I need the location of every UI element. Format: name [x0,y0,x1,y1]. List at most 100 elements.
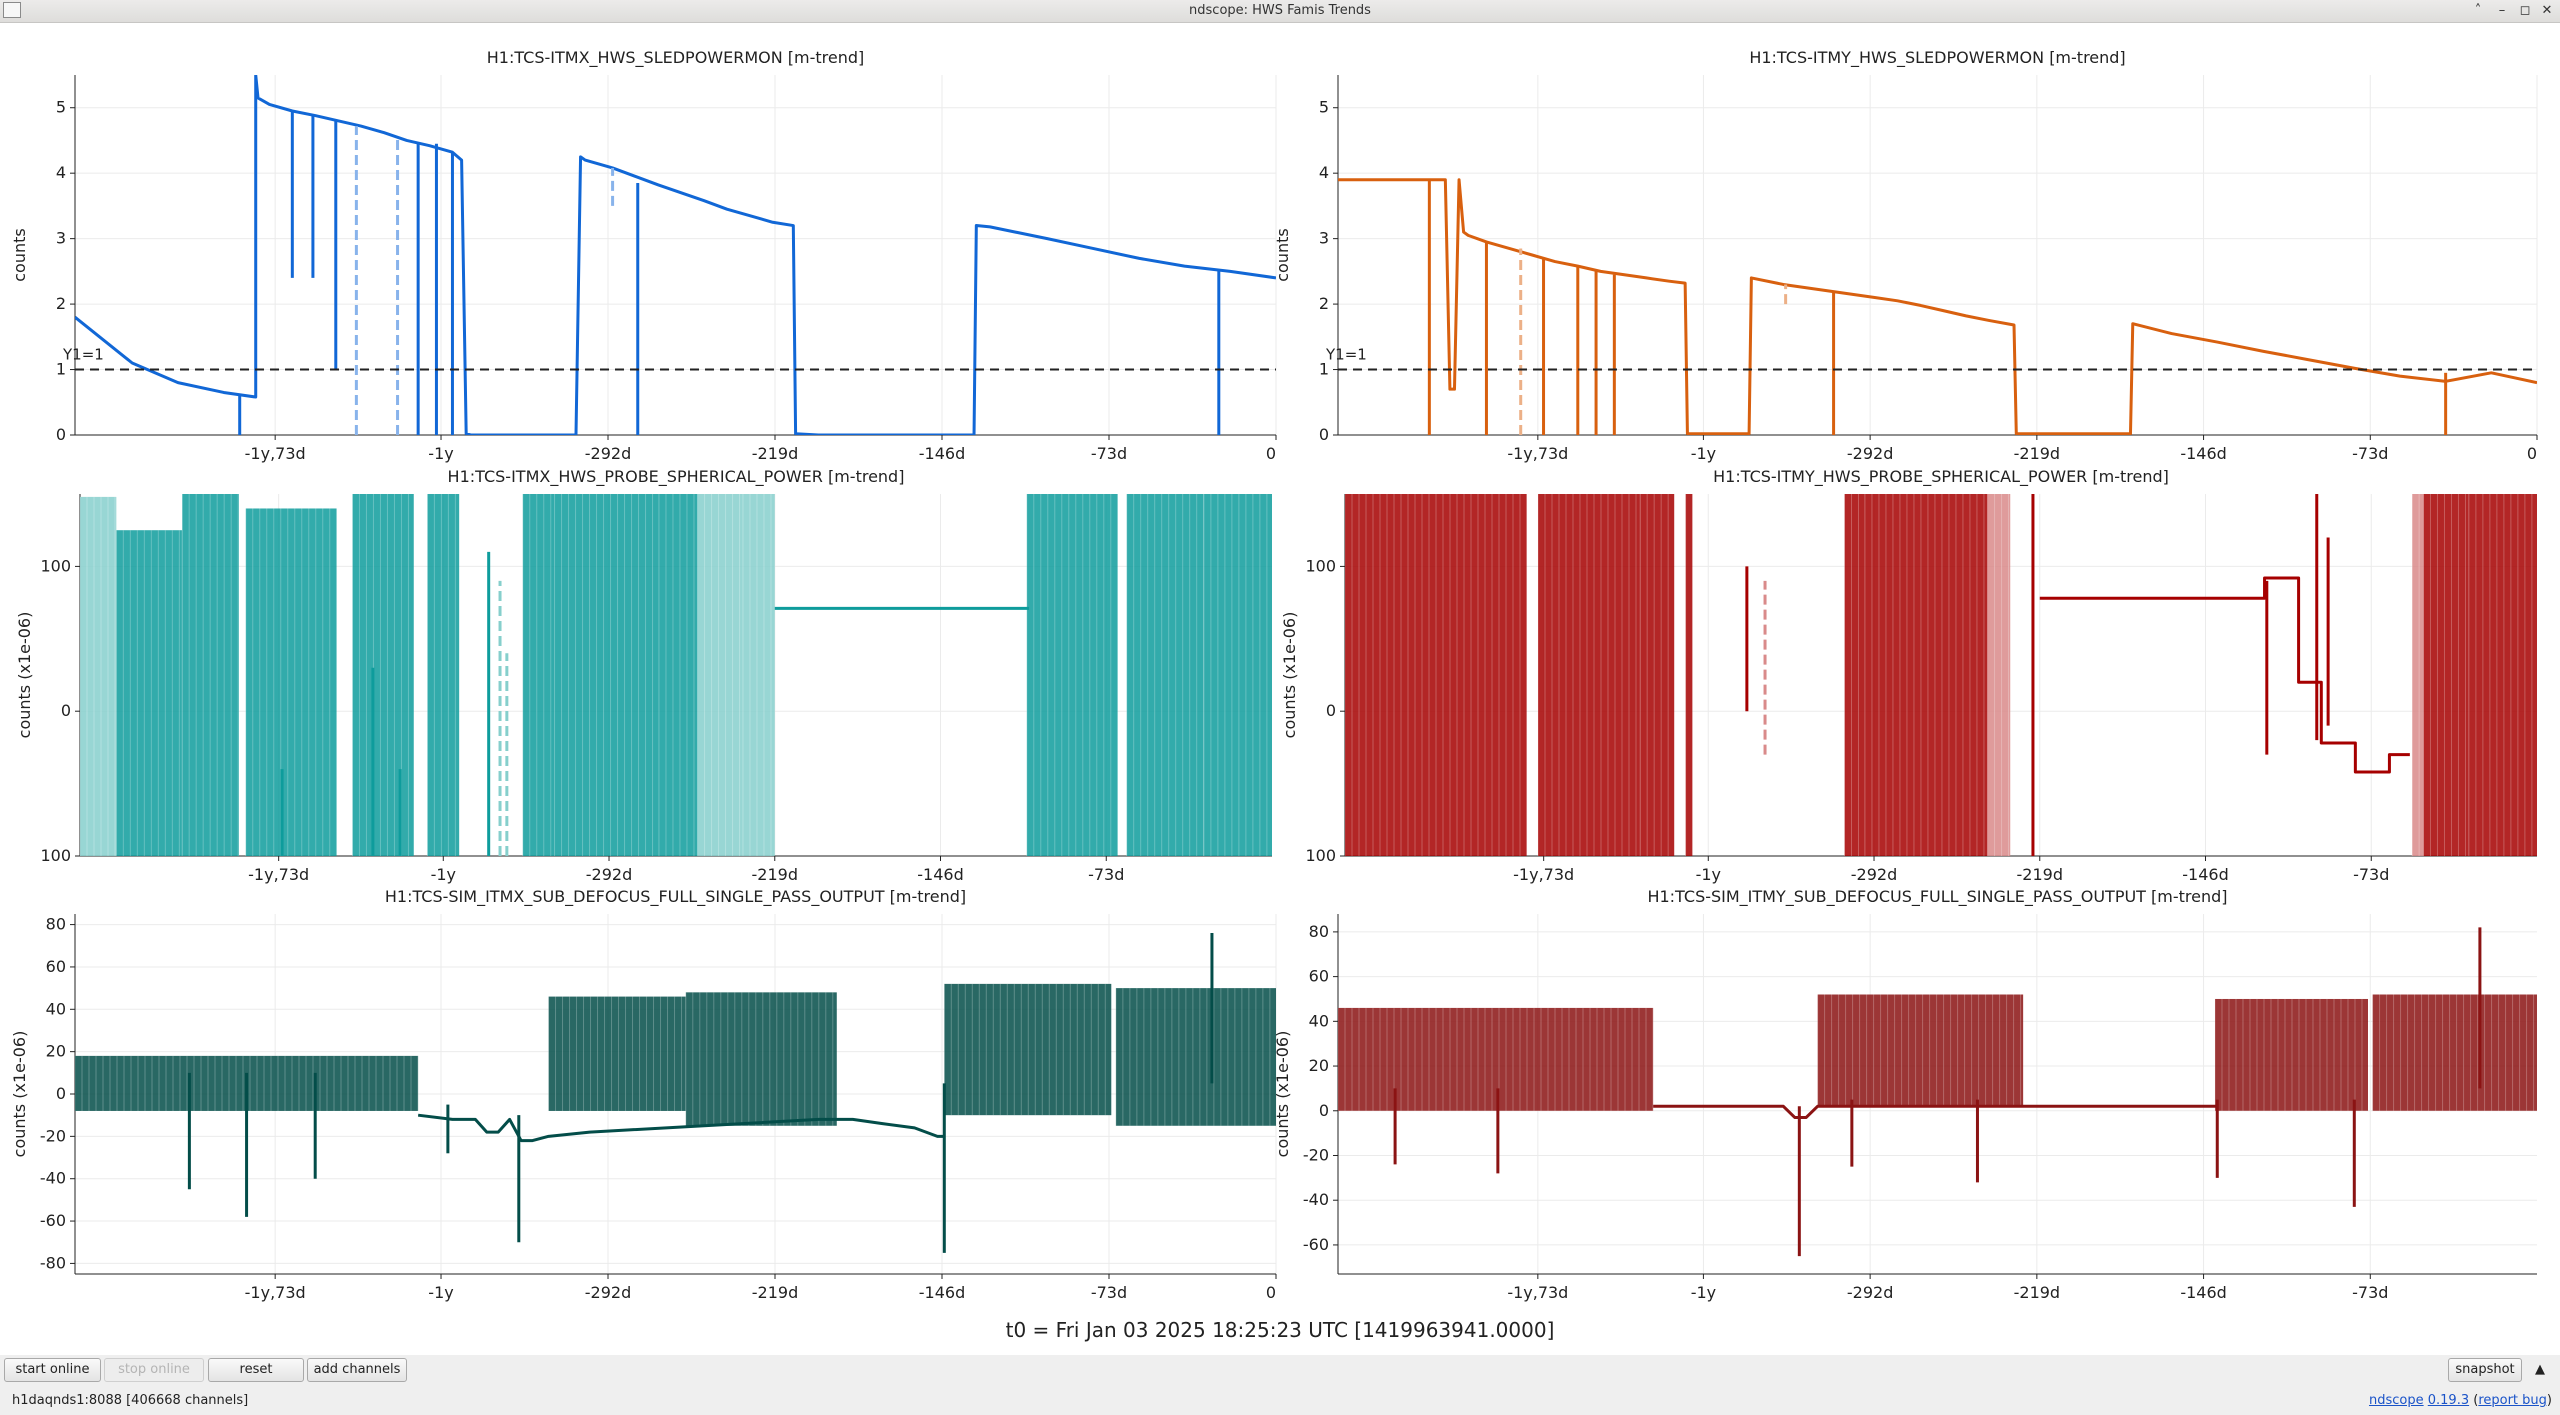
series-line [1653,1104,2218,1119]
data-band [1203,494,1272,856]
y-tick-label: 2 [1319,294,1329,313]
paren-close: ) [2546,1393,2552,1408]
y-tick-label: 1 [56,360,66,379]
y-tick-label: 0 [1326,701,1336,720]
close-icon[interactable]: ✕ [2541,3,2553,18]
x-tick-label: -219d [2014,1283,2060,1302]
y1-marker-label: Y1=1 [62,346,104,364]
data-band [2423,494,2469,856]
x-tick-label: -73d [2352,444,2388,463]
y-tick-label: -80 [40,1253,66,1272]
app-icon [3,2,21,18]
up-arrow-icon[interactable]: ˄ [2474,3,2482,18]
plot-data [1338,927,2537,1257]
y-axis-label: counts (x1e-06) [1273,1031,1292,1158]
plots-canvas[interactable]: H1:TCS-ITMX_HWS_SLEDPOWERMON [m-trend] co… [0,22,2560,1325]
data-band [742,494,775,856]
plot-panel-3: H1:TCS-ITMX_HWS_PROBE_SPHERICAL_POWER [m… [15,467,1272,884]
x-tick-label: -146d [917,865,963,884]
y-tick-label: -40 [1303,1190,1329,1209]
start-online-button[interactable]: start online [4,1358,101,1382]
data-band [1685,494,1693,856]
x-tick-label: -292d [1847,444,1893,463]
add-channels-button[interactable]: add channels [307,1358,407,1382]
data-band [1345,494,1527,856]
x-tick-label: -146d [919,1283,965,1302]
series-line [75,75,1276,435]
data-band [2372,994,2537,1111]
y-tick-label: 0 [61,701,71,720]
y-tick-label: 100 [1305,846,1336,865]
x-tick-label: -219d [752,865,798,884]
y-tick-label: -40 [40,1169,66,1188]
x-tick-label: -1y [428,444,453,463]
series-line [2039,576,2410,774]
chart-title: H1:TCS-ITMY_HWS_PROBE_SPHERICAL_POWER [m… [1713,467,2169,487]
status-bar: h1daqnds1:8088 [406668 channels] ndscope… [0,1387,2560,1415]
minimize-icon[interactable]: – [2498,3,2506,18]
plot-data [75,75,1276,435]
server-status: h1daqnds1:8088 [406668 channels] [12,1393,249,1408]
y-axis-label: counts (x1e-06) [15,612,34,739]
x-tick-label: -1y [431,865,456,884]
x-tick-label: -292d [585,1283,631,1302]
data-band [522,494,555,856]
x-tick-label: -1y,73d [248,865,309,884]
menu-arrow-icon[interactable]: ▲ [2535,1362,2545,1377]
series-line [417,1113,945,1143]
data-band [427,494,460,856]
x-tick-label: -146d [2180,444,2226,463]
data-band [554,494,659,856]
data-band [1126,494,1204,856]
y-axis-label: counts (x1e-06) [10,1031,29,1158]
x-tick-label: -292d [586,865,632,884]
plot-panel-4: H1:TCS-ITMY_HWS_PROBE_SPHERICAL_POWER [m… [1280,467,2537,884]
y-tick-label: 1 [1319,360,1329,379]
x-tick-label: -292d [1847,1283,1893,1302]
data-band [245,508,337,856]
x-tick-label: 0 [2527,444,2537,463]
data-band [685,992,837,1126]
app-name-link[interactable]: ndscope [2368,1393,2424,1408]
x-tick-label: -219d [2017,865,2063,884]
report-bug-link[interactable]: report bug [2478,1393,2547,1408]
data-band [2214,998,2368,1111]
stop-online-button[interactable]: stop online [104,1358,204,1382]
data-band [548,996,686,1111]
y-tick-label: -60 [1303,1235,1329,1254]
x-tick-label: 0 [1266,1283,1276,1302]
data-band [1817,994,2024,1107]
data-band [2412,494,2424,856]
y-tick-label: 40 [1309,1011,1329,1030]
y-tick-label: 60 [1309,967,1329,986]
version-area: ndscope 0.19.3 (report bug) [2369,1393,2552,1408]
y-tick-label: 80 [1309,922,1329,941]
snapshot-button[interactable]: snapshot [2448,1358,2522,1382]
maximize-icon[interactable]: ◻ [2519,3,2531,18]
x-tick-label: -219d [752,1283,798,1302]
x-tick-label: -219d [2014,444,2060,463]
x-tick-label: -219d [752,444,798,463]
plot-panel-1: H1:TCS-ITMX_HWS_SLEDPOWERMON [m-trend] co… [10,48,1277,463]
data-band [697,494,743,856]
x-tick-label: -1y,73d [1507,444,1568,463]
y-tick-label: 40 [46,999,66,1018]
data-band [1026,494,1118,856]
chart-title: H1:TCS-SIM_ITMY_SUB_DEFOCUS_FULL_SINGLE_… [1647,887,2227,907]
y-tick-label: 5 [56,98,66,117]
x-tick-label: -1y,73d [245,444,306,463]
y-tick-label: 0 [1319,1101,1329,1120]
data-band [182,494,239,856]
plot-data [1345,494,2537,856]
y-tick-label: 20 [1309,1056,1329,1075]
data-band [1864,494,1988,856]
plot-data [80,494,1272,856]
y-tick-label: -20 [40,1126,66,1145]
y-tick-label: 0 [56,1084,66,1103]
data-band [80,496,117,856]
x-tick-label: -1y,73d [1513,865,1574,884]
version-link[interactable]: 0.19.3 [2427,1393,2470,1408]
reset-button[interactable]: reset [208,1358,304,1382]
y-tick-label: 0 [56,425,66,444]
y-axis-label: counts [10,228,29,281]
